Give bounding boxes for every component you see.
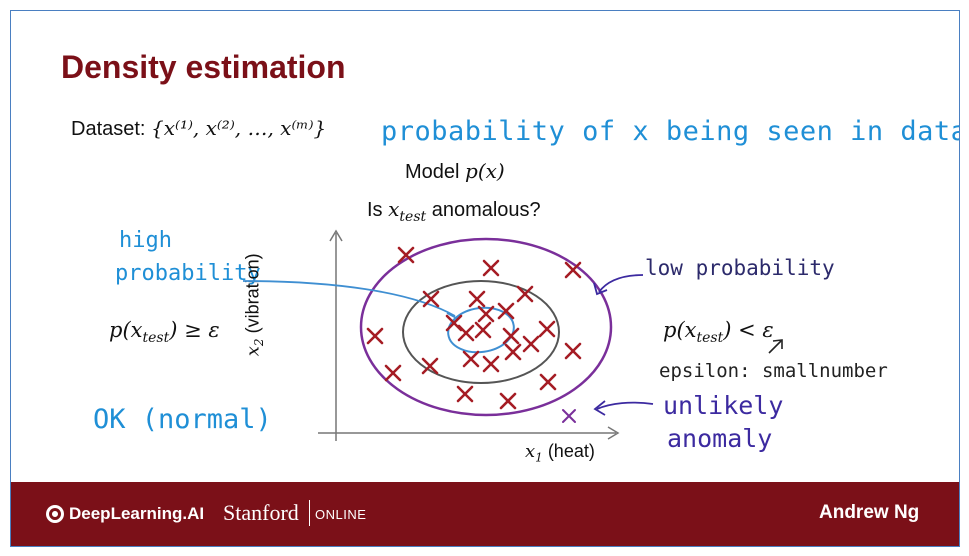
anomaly-arrowhead bbox=[593, 400, 606, 416]
data-point-marker bbox=[522, 335, 540, 353]
data-point-marker bbox=[516, 285, 534, 303]
dataset-line: Dataset: {x⁽¹⁾, x⁽²⁾, …, x⁽ᵐ⁾} bbox=[71, 116, 326, 141]
deeplearning-logo-icon bbox=[46, 505, 64, 523]
slide-frame: Density estimation Dataset: {x⁽¹⁾, x⁽²⁾,… bbox=[10, 10, 960, 547]
outer-contour bbox=[359, 237, 613, 417]
right-formula-rest: ) < ε bbox=[723, 318, 774, 342]
right-formula: p(xtest) < ε bbox=[663, 318, 774, 346]
probability-note: probability of x being seen in dataset bbox=[381, 116, 960, 147]
epsilon-arrowhead bbox=[772, 339, 783, 349]
data-point-marker bbox=[502, 327, 520, 345]
x-axis-var: x bbox=[525, 441, 536, 462]
unlikely-label: unlikely bbox=[663, 391, 784, 420]
data-point-marker bbox=[497, 302, 515, 320]
low-probability-label: low probability bbox=[645, 256, 835, 280]
question-var: x bbox=[388, 197, 400, 221]
data-point-marker bbox=[499, 392, 517, 410]
question-prefix: Is bbox=[367, 199, 383, 221]
footer-bar: DeepLearning.AI Stanford ONLINE Andrew N… bbox=[11, 482, 959, 546]
data-point-marker bbox=[539, 373, 557, 391]
data-point-marker bbox=[422, 290, 440, 308]
model-line: Model p(x) bbox=[405, 159, 505, 184]
data-point-marker bbox=[421, 357, 439, 375]
data-point-marker bbox=[564, 342, 582, 360]
question-suffix: anomalous? bbox=[431, 199, 541, 221]
dataset-label: Dataset: bbox=[71, 118, 146, 140]
data-point-marker bbox=[468, 290, 486, 308]
model-expr: p(x) bbox=[465, 159, 505, 183]
left-formula-rest: ) ≥ ε bbox=[169, 318, 220, 342]
anomaly-marker bbox=[562, 409, 576, 423]
brand-name: DeepLearning.AI bbox=[69, 504, 205, 523]
data-markers bbox=[366, 246, 582, 423]
data-point-marker bbox=[397, 246, 415, 264]
partner-suffix: ONLINE bbox=[315, 507, 367, 522]
anomaly-label: anomaly bbox=[667, 424, 773, 453]
x-axis-arrow bbox=[607, 426, 620, 440]
low-probability-pointer bbox=[598, 274, 644, 293]
data-point-marker bbox=[477, 305, 495, 323]
data-point-marker bbox=[366, 327, 384, 345]
x-axis-sub: 1 bbox=[535, 450, 543, 465]
data-point-marker bbox=[456, 385, 474, 403]
right-formula-main: p(x bbox=[663, 318, 697, 342]
epsilon-arrow bbox=[768, 340, 782, 354]
right-formula-sub: test bbox=[696, 330, 724, 347]
anomaly-pointer bbox=[596, 401, 654, 410]
high-probability-pointer bbox=[242, 280, 456, 317]
slide-title: Density estimation bbox=[61, 49, 346, 85]
x-axis-label: x1 (heat) bbox=[525, 441, 595, 465]
low-probability-arrowhead bbox=[593, 282, 608, 296]
density-plot bbox=[242, 229, 783, 441]
high-label-line2: probability bbox=[115, 261, 261, 286]
epsilon-note: epsilon: smallnumber bbox=[659, 360, 888, 382]
y-axis-arrow bbox=[329, 229, 343, 242]
data-point-marker bbox=[538, 320, 556, 338]
data-point-marker bbox=[445, 314, 463, 332]
data-point-marker bbox=[564, 261, 582, 279]
high-label-line1: high bbox=[119, 228, 172, 253]
partner-name: Stanford bbox=[223, 500, 299, 525]
data-point-marker bbox=[482, 355, 500, 373]
instructor-name: Andrew Ng bbox=[819, 502, 920, 523]
inner-contour bbox=[447, 306, 515, 354]
x-axis-text: (heat) bbox=[547, 441, 595, 461]
question-sub: test bbox=[399, 209, 427, 225]
middle-contour bbox=[402, 280, 560, 384]
question-line: Is xtest anomalous? bbox=[367, 197, 541, 225]
model-label: Model bbox=[405, 161, 460, 183]
data-point-marker bbox=[474, 321, 492, 339]
left-formula-main: p(x bbox=[109, 318, 143, 342]
ok-normal-label: OK (normal) bbox=[93, 404, 272, 435]
left-formula: p(xtest) ≥ ε bbox=[109, 318, 220, 346]
dataset-set: {x⁽¹⁾, x⁽²⁾, …, x⁽ᵐ⁾} bbox=[151, 116, 327, 140]
data-point-marker bbox=[482, 259, 500, 277]
partner-divider bbox=[309, 500, 310, 526]
data-point-marker bbox=[457, 324, 475, 342]
data-point-marker bbox=[504, 343, 522, 361]
data-point-marker bbox=[384, 364, 402, 382]
data-point-marker bbox=[462, 350, 480, 368]
left-formula-sub: test bbox=[142, 330, 170, 347]
